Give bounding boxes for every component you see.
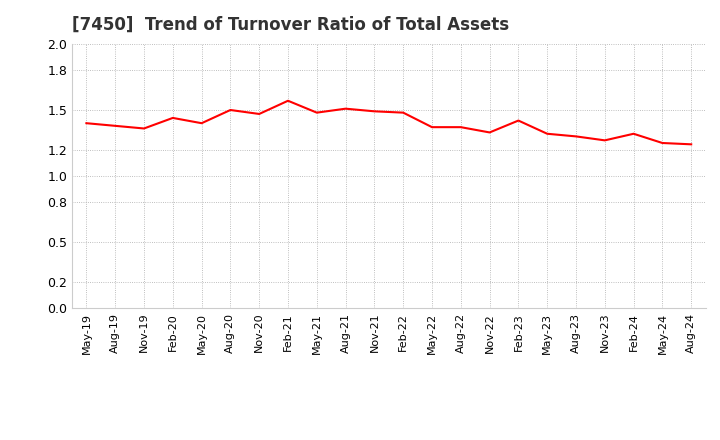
Text: [7450]  Trend of Turnover Ratio of Total Assets: [7450] Trend of Turnover Ratio of Total …: [72, 16, 509, 34]
